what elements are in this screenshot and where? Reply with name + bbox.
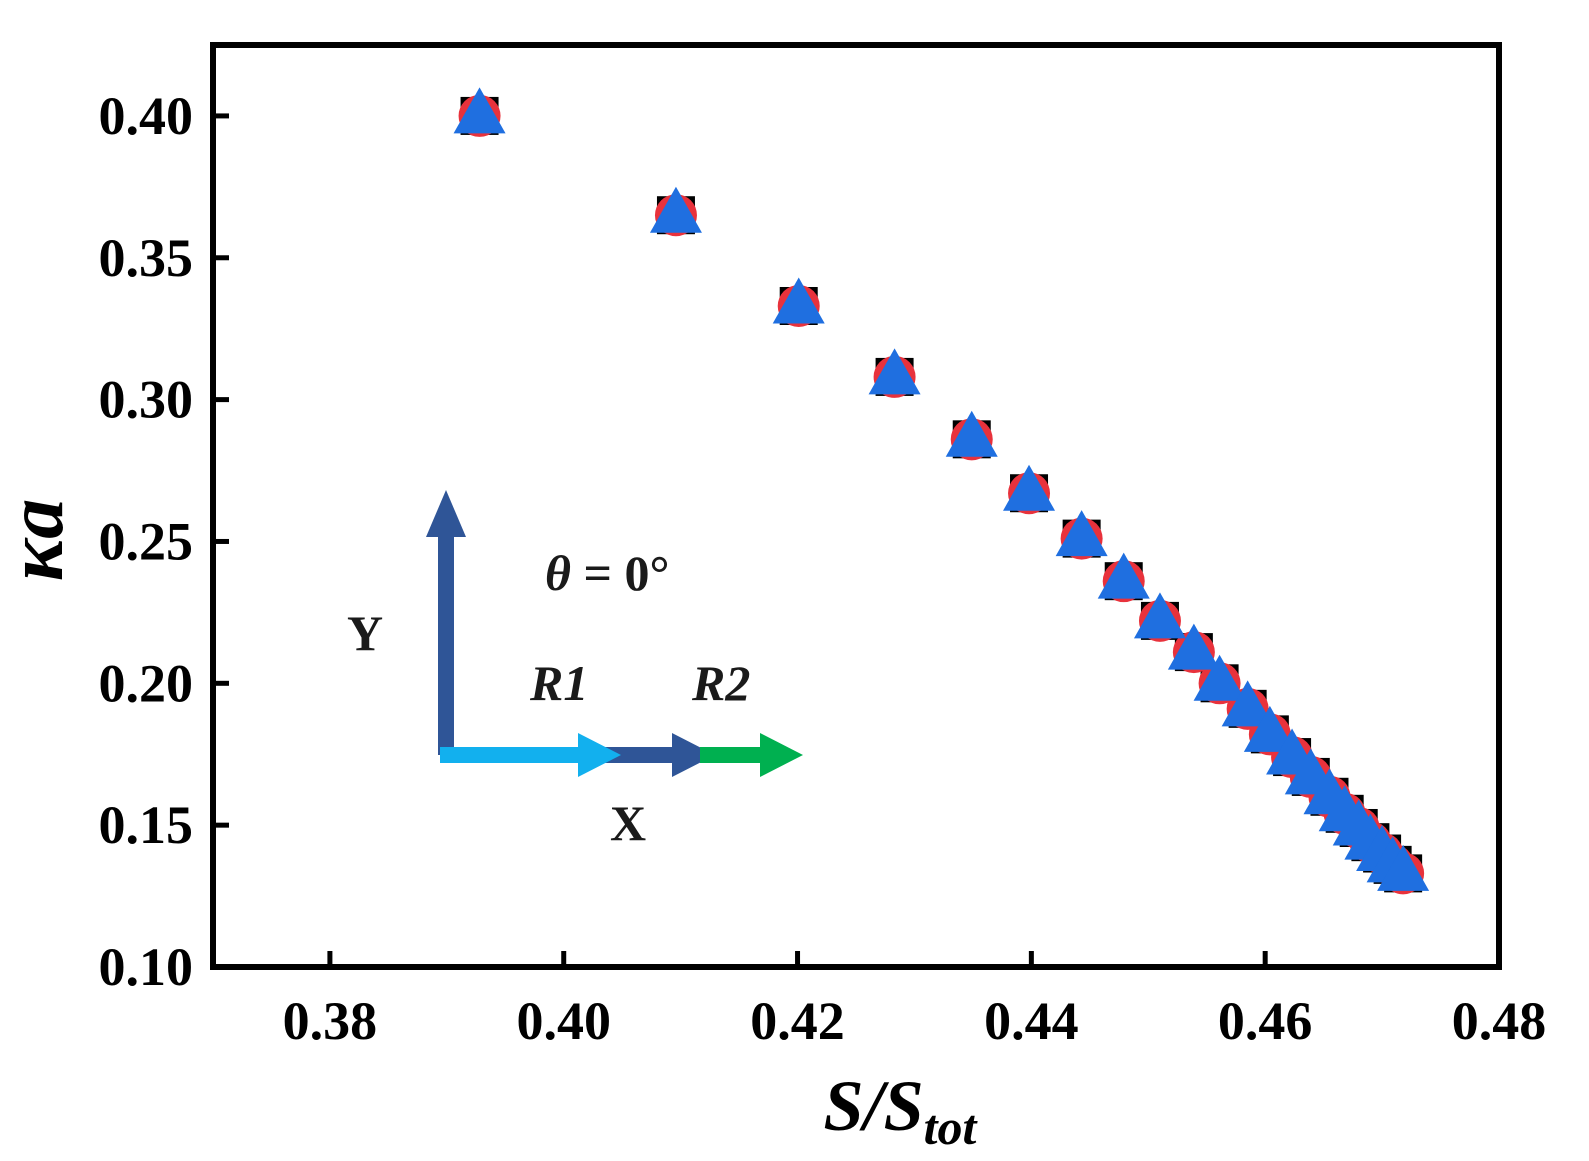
y-direction-arrow-head: [426, 490, 466, 537]
series-triangle: [453, 87, 1430, 891]
theta-value: = 0°: [571, 545, 670, 601]
r1-arrow-head: [578, 733, 621, 777]
x-axis-title-sub: tot: [924, 1099, 979, 1155]
triangle-point: [1377, 844, 1430, 891]
y-tick-label: 0.35: [99, 228, 194, 288]
x-tick-label: 0.40: [516, 991, 611, 1051]
x-axis-title-main: S/S: [824, 1066, 924, 1146]
y-axis-ticks: 0.10 0.15 0.20 0.25 0.30 0.35 0.40: [99, 86, 229, 997]
triangle-point: [945, 410, 998, 457]
y-tick-label: 0.10: [99, 937, 194, 997]
x-tick-label: 0.46: [1218, 991, 1313, 1051]
x-axis-direction-label: X: [610, 795, 646, 851]
x-tick-label: 0.48: [1452, 991, 1547, 1051]
triangle-point: [1097, 552, 1150, 599]
x-tick-label: 0.42: [750, 991, 845, 1051]
x-axis-title: S/Stot: [824, 1066, 979, 1155]
y-tick-label: 0.15: [99, 795, 194, 855]
y-axis-direction-label: Y: [347, 605, 383, 661]
triangle-point: [868, 348, 921, 395]
plot-frame: [210, 42, 1502, 970]
triangle-point: [453, 87, 506, 134]
r2-label: R2: [691, 655, 750, 711]
x-axis-ticks: 0.38 0.40 0.42 0.44 0.46 0.48: [283, 951, 1547, 1051]
triangle-point: [1167, 623, 1220, 670]
y-tick-label: 0.25: [99, 511, 194, 571]
triangle-point: [1133, 592, 1186, 639]
y-tick-label: 0.40: [99, 86, 194, 146]
data-series: [453, 87, 1430, 895]
theta-symbol: θ: [545, 545, 571, 601]
triangle-point: [649, 186, 702, 233]
x-tick-label: 0.44: [984, 991, 1079, 1051]
r2-arrow-head: [760, 733, 803, 777]
triangle-point: [1055, 510, 1108, 557]
triangle-point: [1003, 464, 1056, 511]
r1-label: R1: [529, 655, 588, 711]
triangle-point: [1243, 705, 1296, 752]
x-tick-label: 0.38: [283, 991, 378, 1051]
x-direction-arrow-head: [672, 733, 715, 777]
y-tick-label: 0.20: [99, 653, 194, 713]
y-axis-title: κa: [0, 499, 80, 581]
coordinate-annotation: Y X R1 R2 θ = 0°: [347, 490, 803, 851]
triangle-point: [1221, 680, 1274, 727]
triangle-point: [772, 277, 825, 324]
triangle-point: [1193, 654, 1246, 701]
y-tick-label: 0.30: [99, 370, 194, 430]
theta-annotation: θ = 0°: [545, 545, 669, 601]
